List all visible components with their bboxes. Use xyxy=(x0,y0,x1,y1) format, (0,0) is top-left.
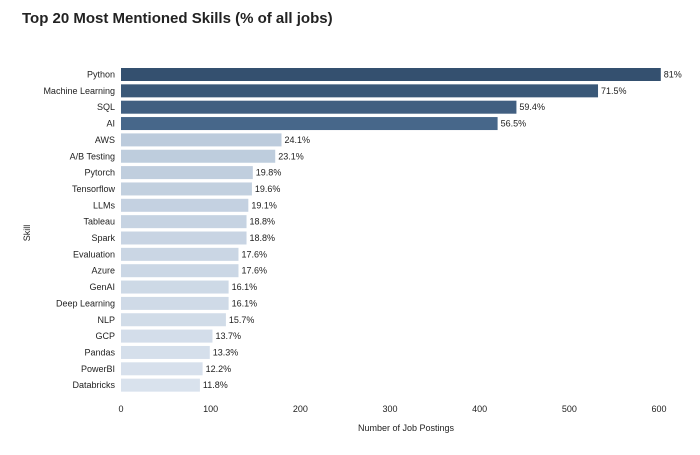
x-tick-label: 600 xyxy=(651,404,666,414)
category-label: GCP xyxy=(95,331,115,341)
bar-nlp xyxy=(121,313,226,327)
category-label: Deep Learning xyxy=(56,298,115,308)
x-tick-label: 0 xyxy=(118,404,123,414)
category-label: Tableau xyxy=(83,217,115,227)
bar-azure xyxy=(121,264,239,278)
category-label: Pandas xyxy=(84,347,115,357)
x-tick-label: 500 xyxy=(562,404,577,414)
bar-tableau xyxy=(121,215,247,229)
category-label: Pytorch xyxy=(84,168,115,178)
x-tick-label: 400 xyxy=(472,404,487,414)
data-label: 81% xyxy=(664,70,682,80)
data-label: 12.2% xyxy=(206,364,232,374)
data-label: 17.6% xyxy=(241,266,267,276)
data-label: 19.1% xyxy=(251,200,277,210)
category-label: Databricks xyxy=(72,380,115,390)
bar-spark xyxy=(121,231,247,245)
chart-title: Top 20 Most Mentioned Skills (% of all j… xyxy=(22,10,333,27)
x-tick-label: 300 xyxy=(382,404,397,414)
category-label: Evaluation xyxy=(73,249,115,259)
bar-powerbi xyxy=(121,362,203,376)
category-label: GenAI xyxy=(89,282,115,292)
data-label: 17.6% xyxy=(241,249,267,259)
data-label: 56.5% xyxy=(501,119,527,129)
bar-machine-learning xyxy=(121,84,599,98)
bar-llms xyxy=(121,198,249,212)
bar-pandas xyxy=(121,345,210,359)
data-label: 18.8% xyxy=(250,217,276,227)
category-label: A/B Testing xyxy=(70,151,115,161)
category-label: AI xyxy=(106,119,115,129)
data-label: 59.4% xyxy=(519,102,545,112)
data-label: 13.7% xyxy=(215,331,241,341)
category-label: PowerBI xyxy=(81,364,115,374)
bar-python xyxy=(121,68,661,81)
data-label: 23.1% xyxy=(278,151,304,161)
bar-databricks xyxy=(121,378,200,392)
bar-ai xyxy=(121,117,498,131)
category-label: SQL xyxy=(97,102,115,112)
bar-genai xyxy=(121,280,229,294)
data-label: 19.6% xyxy=(255,184,281,194)
bar-aws xyxy=(121,133,282,147)
data-label: 19.8% xyxy=(256,168,282,178)
bar-gcp xyxy=(121,329,213,343)
bar-a-b-testing xyxy=(121,149,276,163)
category-label: Tensorflow xyxy=(72,184,116,194)
category-label: Spark xyxy=(91,233,115,243)
category-labels: Python Machine Learning SQL AI AWS A/B Testin… xyxy=(43,70,115,391)
data-label: 15.7% xyxy=(229,315,255,325)
data-label: 11.8% xyxy=(203,380,228,390)
data-label: 18.8% xyxy=(250,233,276,243)
category-label: Python xyxy=(87,70,115,80)
bar-tensorflow xyxy=(121,182,252,196)
data-label: 71.5% xyxy=(601,86,627,96)
bar-evaluation xyxy=(121,247,239,261)
bar-pytorch xyxy=(121,166,253,180)
bar-deep-learning xyxy=(121,296,229,310)
x-tick-label: 200 xyxy=(293,404,308,414)
data-label: 16.1% xyxy=(232,298,258,308)
x-axis-label: Number of Job Postings xyxy=(358,423,455,433)
bars-layer xyxy=(121,68,661,392)
bar-sql xyxy=(121,100,517,114)
category-label: Machine Learning xyxy=(43,86,115,96)
category-label: NLP xyxy=(97,315,115,325)
x-tick-label: 100 xyxy=(203,404,218,414)
y-axis-label: Skill xyxy=(22,225,32,242)
category-label: AWS xyxy=(95,135,115,145)
category-label: Azure xyxy=(91,266,115,276)
category-label: LLMs xyxy=(93,200,116,210)
x-axis: 0 100 200 300 400 500 600 xyxy=(118,404,666,414)
data-label: 13.3% xyxy=(213,347,239,357)
data-label: 24.1% xyxy=(285,135,311,145)
data-label: 16.1% xyxy=(232,282,258,292)
data-labels: 81% 71.5% 59.4% 56.5% 24.1% 23.1% 19.8% 19.6% 19… xyxy=(203,70,682,391)
